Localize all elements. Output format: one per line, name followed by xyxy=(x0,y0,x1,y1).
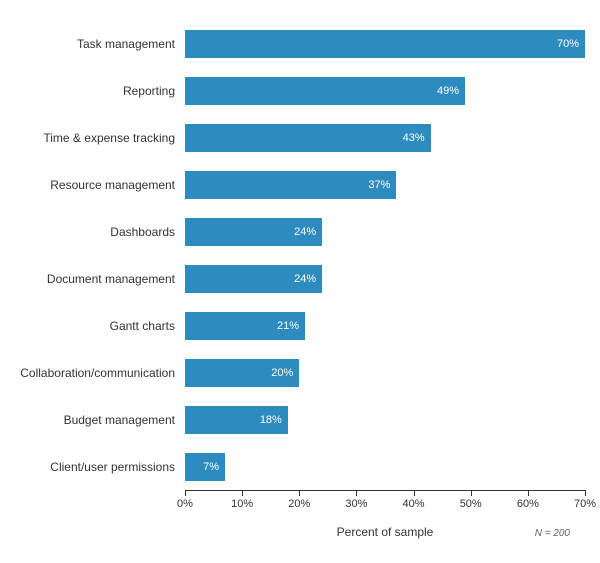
bar: 49% xyxy=(185,77,465,105)
x-tick-label: 30% xyxy=(345,498,367,510)
x-tick-label: 10% xyxy=(231,498,253,510)
x-tick xyxy=(299,490,300,496)
x-axis-title: Percent of sample xyxy=(185,525,585,539)
bar-value-label: 21% xyxy=(277,320,299,332)
category-label: Resource management xyxy=(5,177,175,191)
sample-size-note: N = 200 xyxy=(535,528,570,539)
x-tick xyxy=(356,490,357,496)
category-label: Collaboration/communication xyxy=(5,365,175,379)
chart-row: Task management70% xyxy=(185,20,585,67)
category-label: Budget management xyxy=(5,412,175,426)
chart-row: Dashboards24% xyxy=(185,208,585,255)
bar: 37% xyxy=(185,171,396,199)
x-tick xyxy=(471,490,472,496)
x-axis: 0%10%20%30%40%50%60%70% xyxy=(185,490,585,510)
category-label: Task management xyxy=(5,36,175,50)
x-tick xyxy=(242,490,243,496)
x-tick xyxy=(528,490,529,496)
chart-row: Document management24% xyxy=(185,255,585,302)
category-label: Gantt charts xyxy=(5,318,175,332)
bar: 43% xyxy=(185,124,431,152)
category-label: Client/user permissions xyxy=(5,459,175,473)
x-tick-label: 50% xyxy=(460,498,482,510)
bar: 20% xyxy=(185,359,299,387)
chart-row: Resource management37% xyxy=(185,161,585,208)
plot-area: Task management70%Reporting49%Time & exp… xyxy=(185,20,585,490)
x-axis-line xyxy=(185,490,585,491)
bar: 24% xyxy=(185,265,322,293)
x-tick xyxy=(585,490,586,496)
bar-value-label: 49% xyxy=(437,85,459,97)
bar: 70% xyxy=(185,30,585,58)
bar-value-label: 43% xyxy=(403,132,425,144)
bar: 21% xyxy=(185,312,305,340)
x-tick xyxy=(414,490,415,496)
bar-value-label: 24% xyxy=(294,226,316,238)
category-label: Time & expense tracking xyxy=(5,130,175,144)
bar: 24% xyxy=(185,218,322,246)
x-tick-label: 60% xyxy=(517,498,539,510)
category-label: Document management xyxy=(5,271,175,285)
bar: 18% xyxy=(185,406,288,434)
bar-value-label: 37% xyxy=(368,179,390,191)
chart-row: Client/user permissions7% xyxy=(185,443,585,490)
bar-value-label: 7% xyxy=(203,461,219,473)
category-label: Reporting xyxy=(5,83,175,97)
chart-row: Collaboration/communication20% xyxy=(185,349,585,396)
bar-value-label: 18% xyxy=(260,414,282,426)
category-label: Dashboards xyxy=(5,224,175,238)
chart-row: Time & expense tracking43% xyxy=(185,114,585,161)
bar: 7% xyxy=(185,453,225,481)
x-tick-label: 0% xyxy=(177,498,193,510)
x-tick xyxy=(185,490,186,496)
chart-row: Reporting49% xyxy=(185,67,585,114)
chart-row: Gantt charts21% xyxy=(185,302,585,349)
bar-value-label: 24% xyxy=(294,273,316,285)
x-tick-label: 20% xyxy=(288,498,310,510)
chart-row: Budget management18% xyxy=(185,396,585,443)
x-tick-label: 70% xyxy=(574,498,596,510)
x-tick-label: 40% xyxy=(403,498,425,510)
bar-value-label: 20% xyxy=(271,367,293,379)
bar-value-label: 70% xyxy=(557,38,579,50)
chart-container: Task management70%Reporting49%Time & exp… xyxy=(10,10,590,553)
